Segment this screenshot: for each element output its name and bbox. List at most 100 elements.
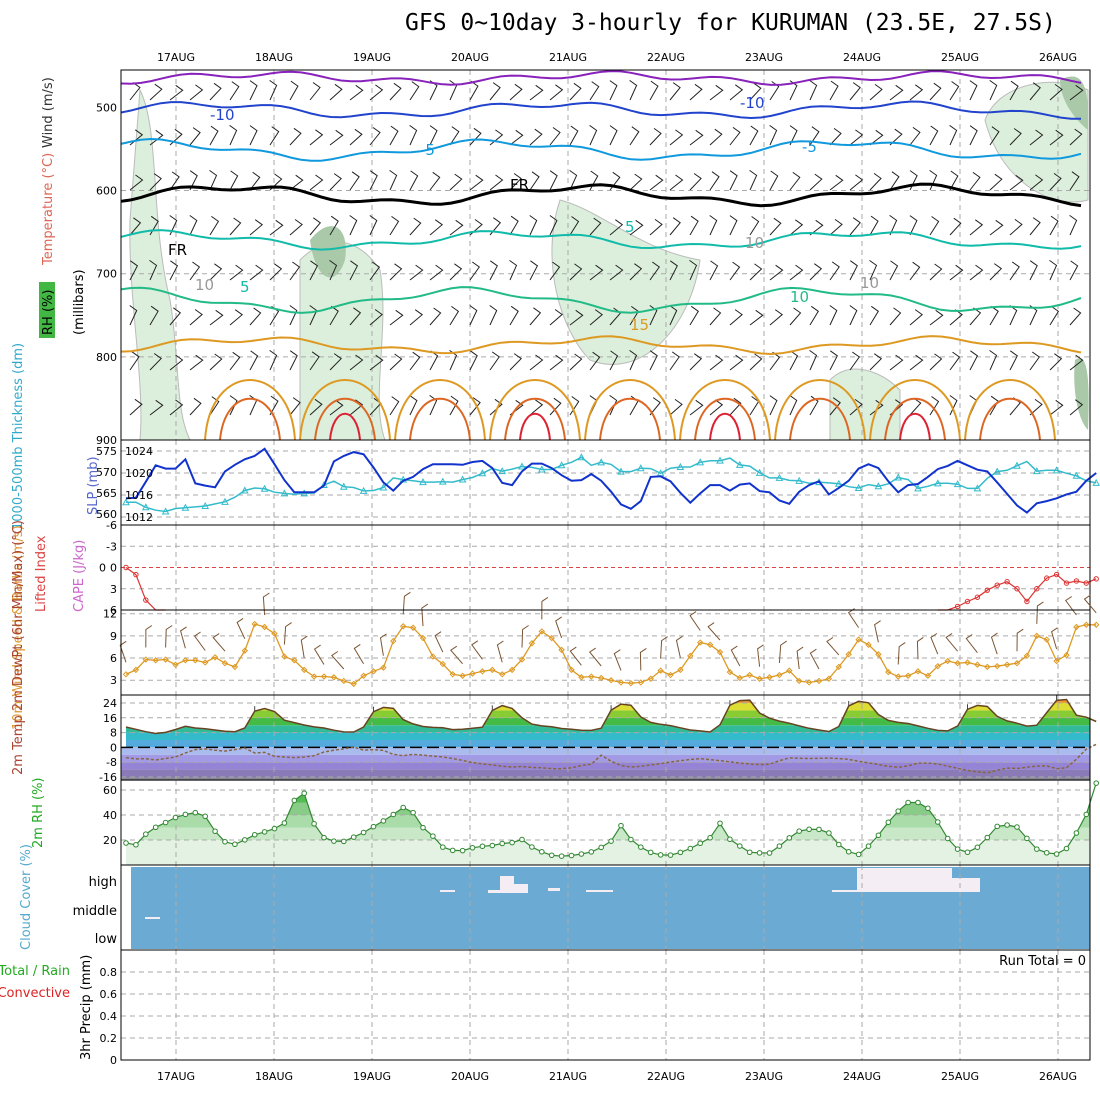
contour-20-bubble-8	[979, 397, 1041, 441]
rh2m-marker	[548, 852, 555, 859]
upper-wind-barb	[429, 307, 442, 326]
date-label-bottom-3: 20AUG	[451, 1070, 489, 1083]
wind-ytick-0: 3	[110, 674, 117, 687]
upper-ylabel-wind: Wind (m/s)	[41, 77, 56, 148]
upper-wind-barb	[689, 353, 703, 371]
upper-wind-barb	[329, 353, 342, 371]
thickness-marker	[696, 458, 705, 466]
wind10m-barb	[730, 645, 741, 667]
upper-wind-barb	[349, 128, 363, 146]
upper-wind-barb	[1029, 174, 1044, 191]
contour-label-12: 10	[195, 276, 214, 294]
upper-wind-barb	[429, 394, 438, 416]
lifted-index-marker	[133, 571, 139, 578]
wind10m-barb	[300, 635, 308, 658]
wind10m-marker	[776, 671, 783, 679]
temp-ytick-4: 16	[103, 712, 117, 725]
upper-wind-barb	[789, 394, 798, 416]
wind10m-barb	[313, 644, 325, 665]
contour-15-bubble-0	[204, 379, 296, 441]
wind10m-marker	[815, 677, 823, 685]
date-label-top-3: 20AUG	[451, 51, 489, 64]
wind10m-marker	[1033, 632, 1041, 640]
upper-wind-barb	[509, 353, 522, 371]
contour-15-bubble-5	[679, 379, 771, 441]
upper-wind-barb	[609, 125, 618, 146]
wind10m-marker	[1013, 660, 1021, 667]
rh2m-marker	[390, 811, 397, 818]
upper-wind-barb	[309, 351, 320, 371]
wind10m-barb	[757, 644, 764, 667]
upper-wind-barb	[969, 264, 984, 281]
upper-wind-barb	[729, 84, 744, 101]
wind10m-marker	[1023, 652, 1031, 660]
wind10m-barb	[826, 637, 840, 656]
rh2m-marker	[925, 805, 931, 812]
upper-wind-barb	[1049, 172, 1062, 191]
contour-5	[120, 229, 1082, 251]
thickness-marker	[1072, 471, 1081, 479]
thickness-marker	[1032, 467, 1041, 475]
wind10m-barb	[1016, 628, 1024, 652]
wind10m-marker	[291, 657, 298, 664]
upper-wind-barb	[789, 219, 804, 236]
thickness-marker	[438, 477, 447, 485]
upper-wind-barb	[969, 350, 979, 371]
wind10m-marker	[974, 661, 981, 668]
upper-wind-barb	[529, 171, 540, 191]
thickness-marker	[458, 475, 467, 483]
upper-wind-barb	[189, 354, 204, 371]
upper-wind-barb	[669, 129, 684, 146]
lifted-index-marker	[984, 587, 990, 593]
thick-ylabel-left: 1000-500mb Thickness (dm)	[11, 343, 26, 530]
upper-wind-barb	[649, 261, 660, 281]
rh2m-marker	[469, 844, 476, 851]
thickness-marker	[1092, 478, 1100, 486]
thickness-marker	[339, 482, 348, 490]
wind10m-marker	[390, 637, 397, 645]
temp-ytick-2: 0	[110, 741, 117, 754]
rh2m-marker	[697, 840, 704, 847]
upper-wind-barb	[509, 129, 524, 146]
upper-wind-barb	[829, 261, 840, 281]
lifted-index-marker	[964, 598, 971, 605]
rh2m-marker	[459, 847, 466, 854]
upper-wind-barb	[589, 264, 604, 281]
upper-wind-barb	[909, 170, 918, 191]
contour-label-7: 5	[240, 278, 250, 296]
upper-wind-barb	[469, 397, 481, 416]
upper-wind-barb	[529, 307, 542, 326]
upper-wind-barb	[729, 354, 744, 371]
wind10m-marker	[568, 666, 575, 674]
upper-wind-barb	[749, 309, 764, 326]
upper-wind-barb	[749, 353, 763, 371]
upper-wind-barb	[1069, 354, 1084, 371]
upper-wind-barb	[569, 353, 583, 371]
thickness-marker	[498, 467, 507, 475]
upper-wind-barb	[629, 126, 640, 146]
upper-wind-barb	[209, 82, 222, 101]
wind10m-barb	[331, 651, 345, 670]
thickness-marker	[379, 483, 388, 491]
rh-band-3	[126, 802, 1090, 815]
upper-wind-barb	[309, 260, 319, 281]
wind10m-barb	[1083, 594, 1097, 614]
rh2m-marker	[786, 835, 793, 841]
rh2m-marker	[489, 842, 496, 849]
upper-wind-barb	[369, 261, 381, 281]
upper-wind-barb	[729, 309, 743, 326]
upper-wind-barb	[189, 309, 203, 326]
wind10m-marker	[696, 639, 704, 646]
date-label-bottom-2: 19AUG	[353, 1070, 391, 1083]
upper-wind-barb	[129, 174, 144, 191]
wind10m-barb	[353, 643, 365, 665]
wind10m-marker	[1092, 621, 1100, 628]
upper-wind-barb	[509, 83, 523, 101]
upper-wind-barb	[509, 305, 519, 326]
upper-wind-barb	[449, 219, 464, 236]
wind10m-marker	[449, 671, 456, 678]
rh2m-marker	[608, 838, 614, 844]
upper-wind-barb	[229, 217, 242, 236]
upper-wind-barb	[989, 79, 998, 101]
upper-wind-barb	[329, 83, 343, 101]
